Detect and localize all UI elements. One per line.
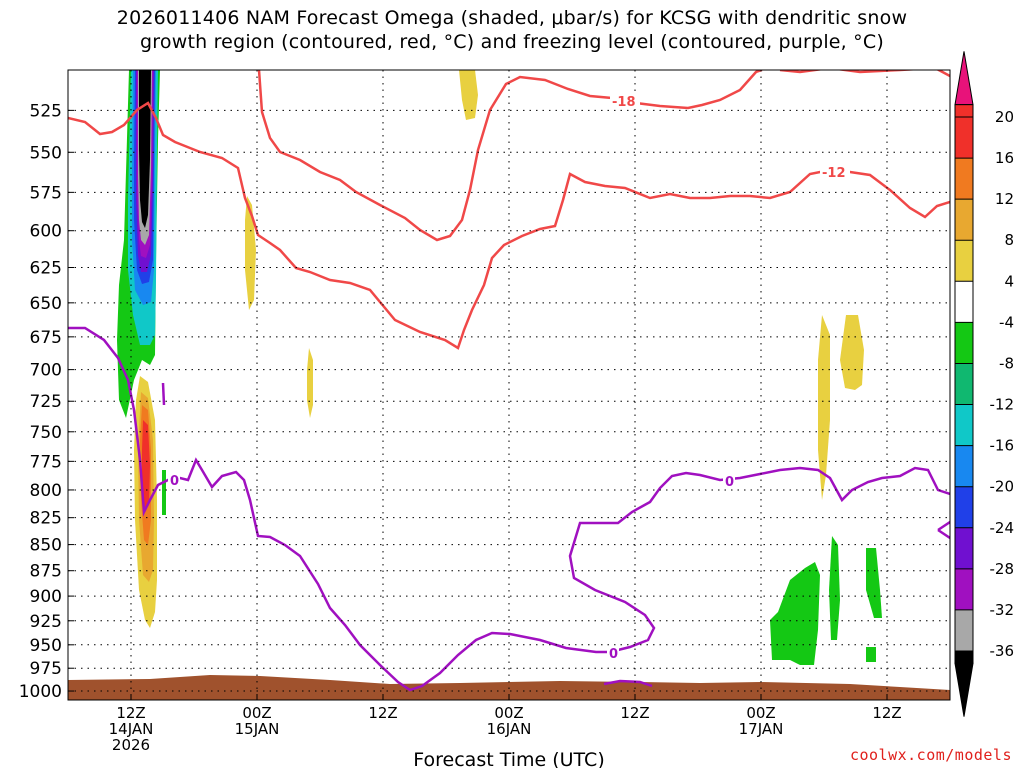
colorbar-segment — [955, 404, 973, 446]
omega-shade-yellow-patch-2 — [245, 196, 256, 310]
colorbar-label: -32 — [990, 601, 1015, 619]
colorbar-segment — [955, 322, 973, 364]
y-tick-label: 800 — [30, 481, 62, 501]
colorbar-segment — [955, 363, 973, 405]
y-tick-label: 775 — [30, 452, 62, 472]
freezing-level-right-edge — [937, 520, 950, 540]
y-tick-label: 850 — [30, 536, 62, 556]
y-tick-label: 975 — [30, 659, 62, 679]
omega-shade-green-patch-2 — [829, 536, 840, 640]
freezing-level-main — [68, 326, 950, 692]
contour-label-zero-3: 0 — [609, 647, 618, 662]
colorbar-segment — [955, 281, 973, 323]
x-tick-label: 00Z — [494, 704, 523, 722]
colorbar-arrow-top — [954, 51, 974, 106]
colorbar-segment — [955, 240, 973, 282]
x-tick-label: 14JAN — [109, 720, 154, 738]
omega-shade-green-patch-1 — [770, 562, 820, 665]
y-tick-label: 1000 — [19, 682, 62, 702]
omega-shade-yellow-patch-4 — [818, 315, 830, 500]
omega-shade-green-patch-3 — [866, 548, 882, 618]
y-tick-label: 700 — [30, 361, 62, 381]
colorbar-arrow-bottom — [954, 662, 974, 717]
x-axis-label: Forecast Time (UTC) — [413, 749, 604, 768]
x-tick-label: 17JAN — [739, 720, 784, 738]
isotherm-red-top-right — [779, 70, 950, 78]
y-tick-label: 525 — [30, 101, 62, 121]
colorbar-label: -28 — [990, 560, 1015, 578]
y-tick-label: 950 — [30, 636, 62, 656]
colorbar-segment — [955, 117, 973, 159]
x-tick-label: 16JAN — [487, 720, 532, 738]
y-tick-label: 650 — [30, 294, 62, 314]
y-tick-label: 875 — [30, 562, 62, 582]
colorbar-label: -24 — [990, 519, 1015, 537]
colorbar-label: -8 — [999, 354, 1014, 372]
x-tick-label: 00Z — [242, 704, 271, 722]
x-tick-label: 12Z — [620, 704, 649, 722]
colorbar-label: -36 — [990, 642, 1015, 660]
colorbar-label: -16 — [990, 437, 1015, 455]
contour-label-zero-1: 0 — [170, 474, 179, 489]
y-tick-label: 725 — [30, 392, 62, 412]
y-tick-label: 600 — [30, 222, 62, 242]
y-axis: 525 550 575 600 625 650 675 700 725 750 775 800 825 8… — [19, 101, 74, 702]
colorbar-segment — [955, 199, 973, 241]
omega-shade-yellow-patch-5 — [840, 315, 864, 390]
colorbar-label: 20 — [995, 108, 1014, 126]
y-tick-label: 550 — [30, 143, 62, 163]
colorbar-segment — [955, 486, 973, 528]
freezing-level-fragment — [161, 382, 166, 406]
y-tick-label: 675 — [30, 328, 62, 348]
x-tick-label: 12Z — [872, 704, 901, 722]
grid-lines — [68, 70, 950, 700]
omega-shade-green-patch-4 — [866, 647, 876, 662]
chart-title: 2026011406 NAM Forecast Omega (shaded, μ… — [0, 6, 1024, 54]
freezing-level-bottom — [603, 679, 653, 688]
colorbar-label: 12 — [995, 190, 1014, 208]
omega-shade-yellow-patch-1 — [459, 70, 478, 120]
y-tick-label: 825 — [30, 509, 62, 529]
colorbar-label: 4 — [1004, 272, 1014, 290]
colorbar-segment — [955, 104, 973, 117]
x-tick-label: 12Z — [368, 704, 397, 722]
contour-label-minus12: -12 — [822, 166, 846, 181]
y-tick-label: 925 — [30, 612, 62, 632]
title-line-2: growth region (contoured, red, °C) and f… — [140, 31, 884, 53]
colorbar-label: -4 — [999, 313, 1014, 331]
omega-shade-black — [139, 70, 151, 228]
colorbar-segment — [955, 445, 973, 487]
omega-shade-small-green — [162, 470, 166, 515]
colorbar-segment — [955, 158, 973, 200]
y-tick-label: 750 — [30, 423, 62, 443]
omega-shade-yellow-patch-3 — [307, 348, 313, 418]
contour-label-zero-2: 0 — [725, 475, 734, 490]
x-tick-label: 12Z — [116, 704, 145, 722]
x-tick-label: 2026 — [112, 736, 150, 754]
credit-link[interactable]: coolwx.com/models — [849, 746, 1012, 764]
colorbar-label: 16 — [995, 149, 1014, 167]
colorbar-label: -20 — [990, 478, 1015, 496]
y-tick-label: 625 — [30, 258, 62, 278]
omega-shade-red-low — [142, 420, 150, 510]
x-tick-label: 15JAN — [235, 720, 280, 738]
isotherm-red-top — [257, 70, 763, 242]
colorbar-segment — [955, 568, 973, 610]
colorbar-frame — [954, 104, 974, 664]
colorbar-segment — [955, 527, 973, 569]
colorbar-segment — [955, 651, 973, 664]
colorbar-label: 8 — [1004, 231, 1014, 249]
contour-label-minus18: -18 — [612, 95, 636, 110]
colorbar-segment — [955, 609, 973, 651]
colorbar-label: -12 — [990, 396, 1015, 414]
y-tick-label: 575 — [30, 183, 62, 203]
colorbar: 20 16 12 8 4 -4 -8 -12 -16 -20 -24 -28 -32 -36 — [954, 51, 1015, 717]
x-tick-label: 00Z — [746, 704, 775, 722]
isotherm-red-upper — [68, 101, 950, 350]
title-line-1: 2026011406 NAM Forecast Omega (shaded, μ… — [116, 7, 908, 29]
y-tick-label: 900 — [30, 587, 62, 607]
